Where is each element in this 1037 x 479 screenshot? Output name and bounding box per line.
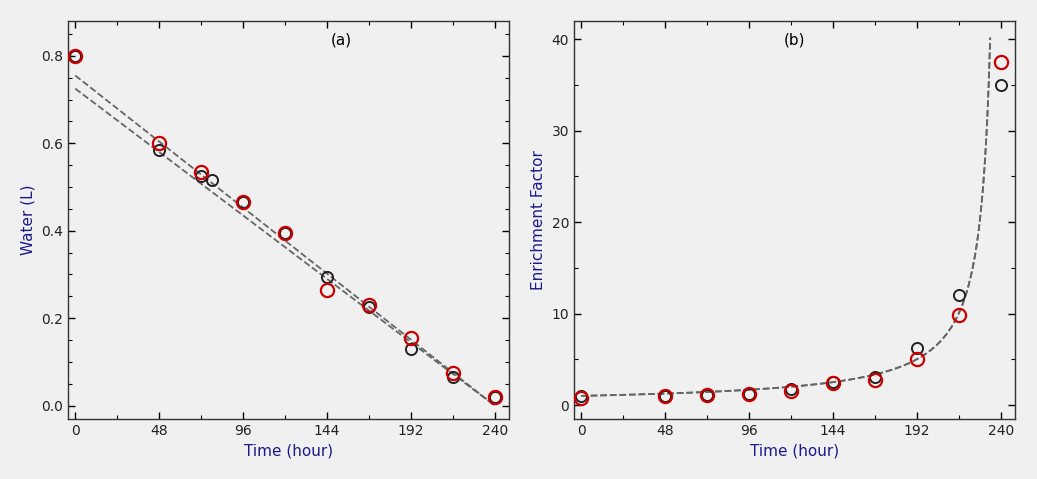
Y-axis label: Enrichment Factor: Enrichment Factor: [531, 150, 546, 290]
X-axis label: Time (hour): Time (hour): [244, 443, 333, 458]
X-axis label: Time (hour): Time (hour): [750, 443, 839, 458]
Text: (a): (a): [331, 33, 352, 48]
Y-axis label: Water (L): Water (L): [21, 184, 36, 255]
Text: (b): (b): [784, 33, 805, 48]
